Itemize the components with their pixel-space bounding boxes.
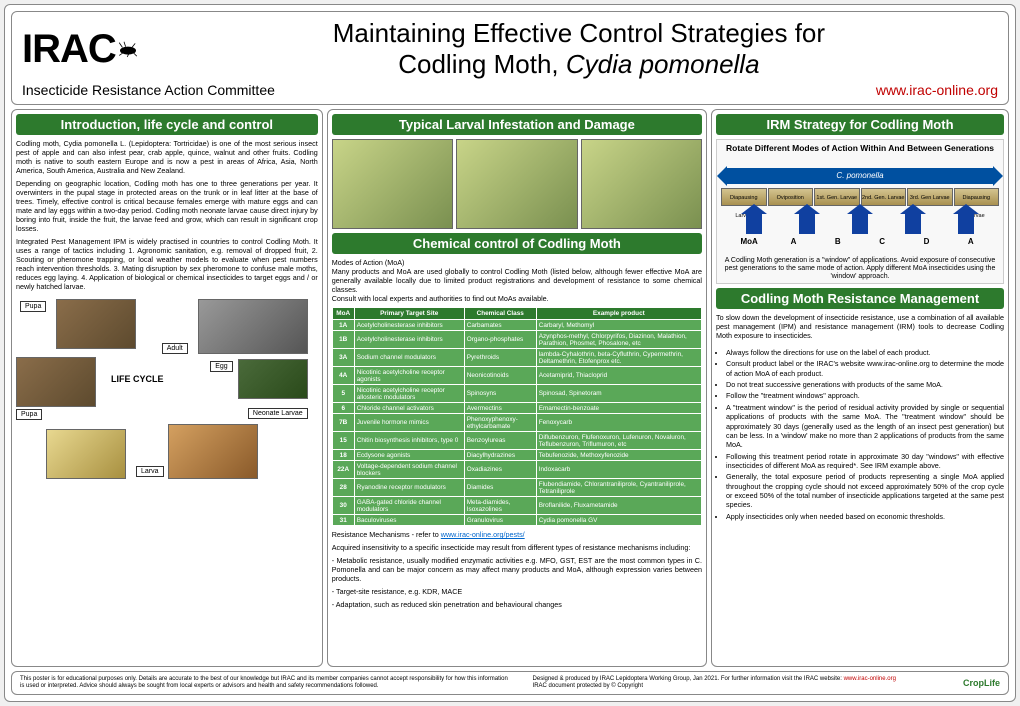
resistance-intro: To slow down the development of insectic… bbox=[716, 313, 1004, 344]
irm-header: IRM Strategy for Codling Moth bbox=[716, 114, 1004, 135]
col-chemical: Typical Larval Infestation and Damage Ch… bbox=[327, 109, 707, 667]
resistance-mechanisms: Resistance Mechanisms - refer to www.ira… bbox=[332, 530, 702, 613]
committee-name: Insecticide Resistance Action Committee bbox=[22, 82, 275, 98]
page-title: Maintaining Effective Control Strategies… bbox=[160, 18, 998, 80]
footer-disclaimer: This poster is for educational purposes … bbox=[20, 676, 513, 690]
life-cycle-diagram: Pupa Adult Egg LIFE CYCLE Pupa Neonate L… bbox=[16, 299, 318, 479]
footer-credits: Designed & produced by IRAC Lepidoptera … bbox=[533, 676, 943, 690]
pests-url[interactable]: www.irac-online.org/pests/ bbox=[441, 530, 525, 539]
intro-header: Introduction, life cycle and control bbox=[16, 114, 318, 135]
resistance-bullets: Always follow the directions for use on … bbox=[716, 348, 1004, 523]
moa-table: MoAPrimary Target SiteChemical ClassExam… bbox=[332, 307, 702, 526]
poster: IRAC Maintaining Effective Control Strat… bbox=[4, 4, 1016, 702]
irac-logo: IRAC bbox=[22, 27, 148, 72]
col-irm: IRM Strategy for Codling Moth Rotate Dif… bbox=[711, 109, 1009, 667]
croplife-logo: CropLife bbox=[963, 678, 1000, 688]
col-introduction: Introduction, life cycle and control Cod… bbox=[11, 109, 323, 667]
life-cycle-title: LIFE CYCLE bbox=[111, 374, 164, 384]
intro-text: Codling moth, Cydia pomonella L. (Lepido… bbox=[16, 139, 318, 295]
irm-diagram: Rotate Different Modes of Action Within … bbox=[716, 139, 1004, 284]
main-columns: Introduction, life cycle and control Cod… bbox=[11, 109, 1009, 667]
footer-url[interactable]: www.irac-online.org bbox=[844, 676, 896, 682]
resistance-mgmt-header: Codling Moth Resistance Management bbox=[716, 288, 1004, 309]
larval-images bbox=[332, 139, 702, 229]
header-url[interactable]: www.irac-online.org bbox=[876, 82, 998, 98]
chemical-header: Chemical control of Codling Moth bbox=[332, 233, 702, 254]
footer: This poster is for educational purposes … bbox=[11, 671, 1009, 695]
header: IRAC Maintaining Effective Control Strat… bbox=[11, 11, 1009, 105]
moa-intro: Modes of Action (MoA) Many products and … bbox=[332, 258, 702, 303]
larval-header: Typical Larval Infestation and Damage bbox=[332, 114, 702, 135]
